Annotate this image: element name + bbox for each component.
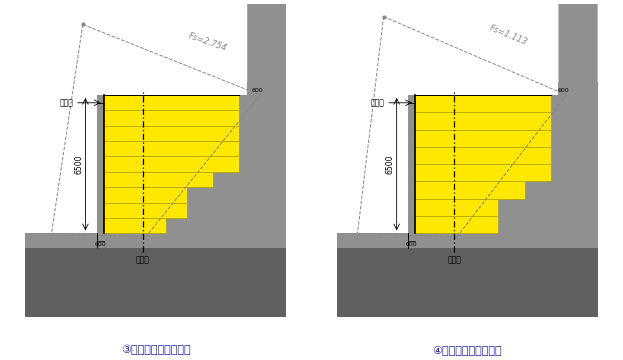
Polygon shape [247,4,287,95]
Polygon shape [247,82,287,233]
Bar [103,172,213,187]
Text: Fs=1.113: Fs=1.113 [488,24,529,48]
Bar [415,130,551,147]
Bar [187,203,247,218]
Bar [336,4,597,233]
Bar [97,95,103,233]
Text: 壁面材: 壁面材 [60,98,74,107]
Bar [103,187,187,203]
Text: 補強材: 補強材 [136,255,150,264]
Bar [103,110,239,126]
Bar [26,4,287,233]
Bar [103,126,239,141]
Bar [498,199,558,216]
Bar [103,95,239,110]
Bar [103,218,166,233]
Bar [213,172,247,187]
Bar [239,141,247,157]
Bar [415,112,551,130]
Bar [409,95,415,233]
Text: 600: 600 [95,242,107,247]
Bar [26,248,287,317]
Bar [415,216,498,233]
Bar [551,147,558,164]
Polygon shape [558,82,597,233]
Text: 600: 600 [252,88,264,93]
Bar [551,130,558,147]
Text: 壁面材: 壁面材 [371,98,385,107]
Text: ③法によるすべり計算: ③法によるすべり計算 [121,345,191,355]
Text: 600: 600 [406,242,417,247]
Bar [415,147,551,164]
Text: 補強材: 補強材 [447,255,461,264]
Text: Fs=2.754: Fs=2.754 [187,31,228,53]
Bar [239,126,247,141]
Bar [415,164,551,181]
Bar [415,95,551,112]
Bar [103,157,239,172]
Bar [551,164,558,181]
Bar [525,181,558,199]
Bar [187,187,247,203]
Text: 6500: 6500 [74,154,83,174]
Text: 6500: 6500 [386,154,394,174]
Bar [551,112,558,130]
Text: ④法によるすべり計算: ④法によるすべり計算 [432,345,502,355]
Bar [103,203,187,218]
Bar [26,232,287,317]
Bar [239,157,247,172]
Polygon shape [558,4,597,95]
Bar [239,110,247,126]
Bar [239,95,247,110]
Bar [103,141,239,157]
Bar [336,232,597,317]
Bar [166,218,247,233]
Text: 600: 600 [558,88,569,93]
Bar [498,216,558,233]
Bar [415,181,525,199]
Bar [336,248,597,317]
Bar [415,199,498,216]
Bar [551,95,558,112]
